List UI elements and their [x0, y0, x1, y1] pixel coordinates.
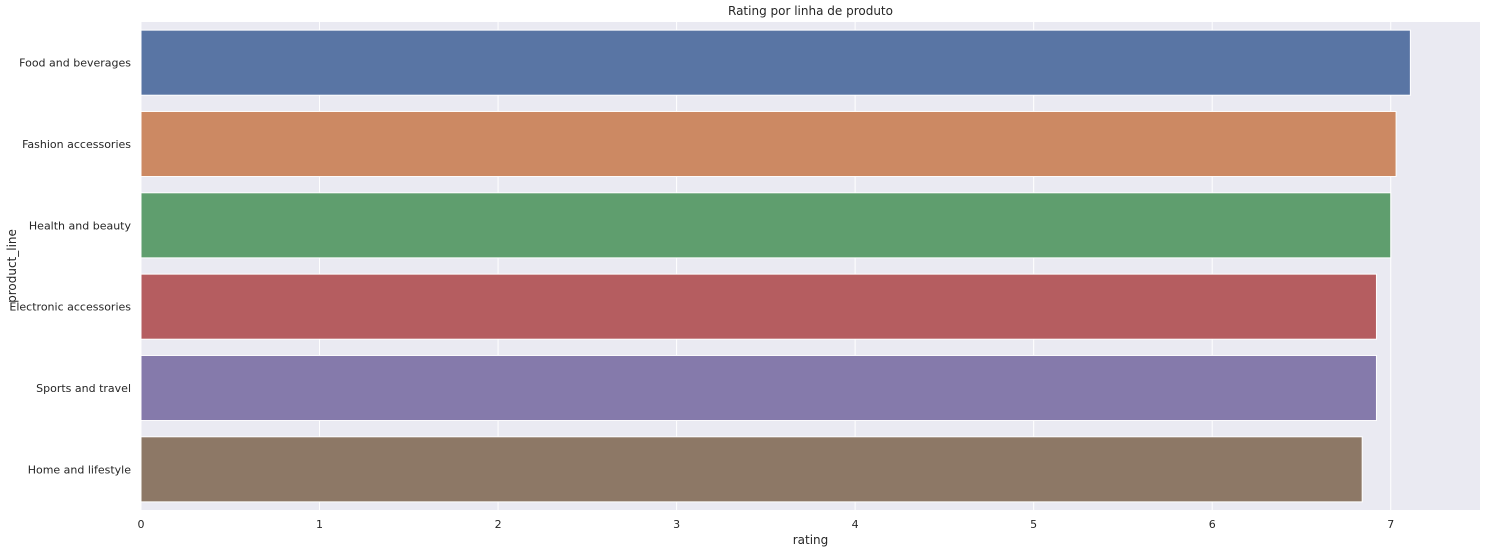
x-tick-label: 2 — [495, 518, 502, 531]
x-tick-label: 6 — [1209, 518, 1216, 531]
x-tick-label: 1 — [316, 518, 323, 531]
y-tick-label: Health and beauty — [29, 219, 132, 232]
grid-lines — [140, 22, 1392, 510]
bar — [140, 436, 1363, 503]
x-tick-label: 0 — [138, 518, 145, 531]
x-axis-ticks: 0 1 2 3 4 5 6 7 — [138, 518, 1395, 531]
y-tick-label: Fashion accessories — [22, 138, 131, 151]
x-tick-label: 5 — [1030, 518, 1037, 531]
bar — [140, 354, 1377, 422]
bar — [140, 29, 1411, 96]
x-tick-label: 7 — [1387, 518, 1394, 531]
x-axis-label: rating — [793, 533, 829, 547]
y-axis-ticks: Food and beverages Fashion accessories Hea… — [9, 57, 131, 477]
bars — [140, 29, 1411, 503]
bar — [140, 110, 1397, 178]
y-tick-label: Food and beverages — [19, 57, 131, 70]
x-tick-label: 3 — [673, 518, 680, 531]
chart-title: Rating por linha de produto — [728, 4, 893, 18]
y-axis-label: product_line — [5, 229, 19, 303]
x-tick-label: 4 — [852, 518, 859, 531]
bar — [140, 273, 1377, 340]
bar — [140, 192, 1392, 259]
y-tick-label: Sports and travel — [36, 382, 131, 395]
plot-background — [141, 22, 1480, 510]
y-tick-label: Electronic accessories — [9, 301, 131, 314]
y-tick-label: Home and lifestyle — [28, 463, 132, 476]
